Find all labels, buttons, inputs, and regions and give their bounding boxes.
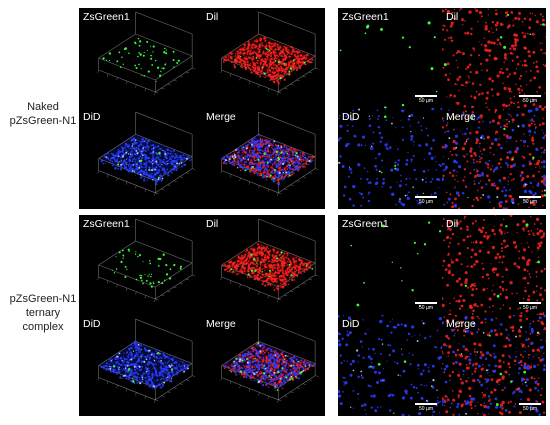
micrograph-image [97, 111, 196, 196]
channel-label: Dil [446, 218, 459, 230]
micrograph-image [97, 218, 196, 303]
channel-label: Dil [446, 11, 459, 23]
micrograph-image [338, 315, 442, 416]
scale-bar-text: 50 µm [419, 305, 433, 311]
channel-label: ZsGreen1 [342, 218, 389, 230]
micrograph-image [220, 318, 319, 403]
channel-label: DiD [83, 318, 101, 330]
tile-3d-did: DiD [79, 315, 202, 416]
tile-2d-dil: Dil 50 µm [442, 215, 546, 315]
micrograph-image [220, 111, 319, 196]
channel-label: Merge [206, 318, 236, 330]
row-label-naked: Naked pZsGreen-N1 [4, 100, 82, 128]
channel-label: Dil [206, 218, 219, 230]
tile-3d-zsgreen: ZsGreen1 [79, 8, 202, 108]
row-label-line: complex [22, 321, 64, 333]
channel-label: DiD [342, 111, 360, 123]
micrograph-image [97, 318, 196, 403]
channel-label: DiD [83, 111, 101, 123]
tile-2d-dil: Dil 50 µm [442, 8, 546, 108]
panel-3d-naked: ZsGreen1 Dil DiD Merge [79, 8, 325, 209]
panel-2d-naked: ZsGreen1 50 µm Dil 50 µm DiD 50 µm Merge 50 … [338, 8, 546, 209]
row-label-line: pZsGreen-N1 [9, 115, 77, 127]
channel-label: Merge [446, 318, 476, 330]
panel-3d-ternary: ZsGreen1 Dil DiD Merge [79, 215, 325, 416]
row-label-line: pZsGreen-N1 [9, 293, 77, 305]
micrograph-image [442, 108, 546, 209]
tile-3d-merge: Merge [202, 315, 325, 416]
scale-bar: 50 µm [415, 196, 437, 205]
row-label-line: ternary [25, 307, 61, 319]
channel-label: Merge [446, 111, 476, 123]
row-label-ternary: pZsGreen-N1 ternary complex [4, 292, 82, 334]
micrograph-image [350, 221, 442, 307]
panel-2d-ternary: ZsGreen1 50 µm Dil 50 µm DiD 50 µm Merge 50 … [338, 215, 546, 416]
scale-bar-text: 50 µm [419, 98, 433, 104]
tile-2d-did: DiD 50 µm [338, 315, 442, 416]
tile-2d-zsgreen: ZsGreen1 50 µm [338, 215, 442, 315]
tile-3d-dil: Dil [202, 215, 325, 315]
scale-bar: 50 µm [519, 302, 541, 311]
channel-label: DiD [342, 318, 360, 330]
scale-bar: 50 µm [519, 196, 541, 205]
micrograph-image [442, 215, 546, 315]
micrograph-image [338, 108, 442, 207]
micrograph-image [442, 315, 546, 416]
micrograph-image [220, 218, 319, 303]
scale-bar-text: 50 µm [419, 199, 433, 205]
tile-3d-dil: Dil [202, 8, 325, 108]
scale-bar: 50 µm [519, 95, 541, 104]
tile-2d-merge: Merge 50 µm [442, 108, 546, 209]
tile-2d-merge: Merge 50 µm [442, 315, 546, 416]
scale-bar-text: 50 µm [523, 406, 537, 412]
scale-bar: 50 µm [415, 95, 437, 104]
scale-bar-text: 50 µm [419, 406, 433, 412]
scale-bar-text: 50 µm [523, 305, 537, 311]
scale-bar-text: 50 µm [523, 98, 537, 104]
tile-3d-zsgreen: ZsGreen1 [79, 215, 202, 315]
channel-label: ZsGreen1 [342, 11, 389, 23]
scale-bar: 50 µm [519, 403, 541, 412]
channel-label: Dil [206, 11, 219, 23]
channel-label: ZsGreen1 [83, 11, 130, 23]
row-label-line: Naked [27, 101, 59, 113]
tile-3d-did: DiD [79, 108, 202, 209]
channel-label: ZsGreen1 [83, 218, 130, 230]
micrograph-image [339, 21, 438, 108]
tile-3d-merge: Merge [202, 108, 325, 209]
channel-label: Merge [206, 111, 236, 123]
tile-2d-zsgreen: ZsGreen1 50 µm [338, 8, 442, 108]
scale-bar-text: 50 µm [523, 199, 537, 205]
tile-2d-did: DiD 50 µm [338, 108, 442, 209]
scale-bar: 50 µm [415, 403, 437, 412]
scale-bar: 50 µm [415, 302, 437, 311]
micrograph-image [442, 8, 546, 108]
micrograph-image [97, 11, 196, 96]
micrograph-image [220, 11, 319, 96]
